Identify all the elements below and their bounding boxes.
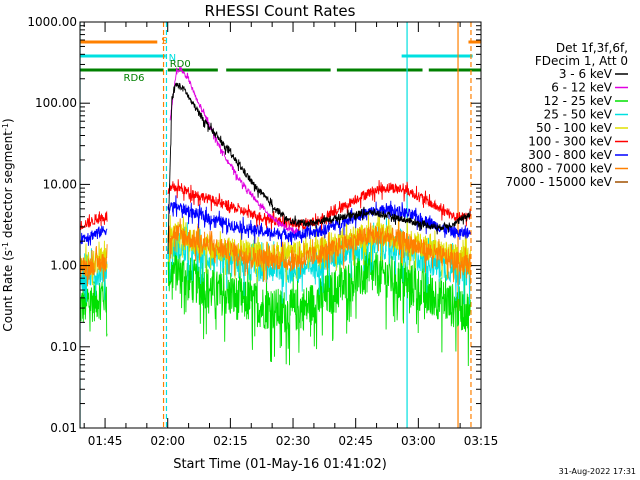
legend-label: 100 - 300 keV: [528, 135, 612, 149]
legend-label: 7000 - 15000 keV: [505, 175, 612, 189]
state-label-rd6: RD6: [124, 73, 145, 84]
state-label-s: S: [161, 36, 167, 47]
x-axis-label: Start Time (01-May-16 01:41:02): [173, 457, 387, 472]
x-tick-label: 02:15: [213, 434, 248, 448]
x-tick-label: 03:00: [401, 434, 436, 448]
legend-label: 300 - 800 keV: [528, 148, 612, 162]
x-axis: 01:45 02:00 02:15 02:30 02:45 03:00 03:15: [83, 22, 499, 448]
y-axis-label-exponent: -1: [1, 242, 10, 250]
y-axis-label-part: ): [1, 118, 15, 123]
y-tick-label: 0.01: [50, 421, 77, 435]
x-tick-label: 01:45: [88, 434, 123, 448]
x-tick-label: 02:45: [338, 434, 373, 448]
legend-header-line-1: Det 1f,3f,6f,: [556, 41, 628, 55]
x-tick-label: 02:30: [276, 434, 311, 448]
y-axis: 0.01 0.10 1.00 10.00 100.00 1000.00: [27, 15, 481, 435]
y-axis-label-part: Count Rate (s: [1, 250, 15, 332]
series-line: [80, 218, 471, 287]
legend-label: 800 - 7000 keV: [521, 162, 613, 176]
legend-label: 3 - 6 keV: [559, 67, 613, 81]
legend: Det 1f,3f,6f, FDecim 1, Att 0 3 - 6 keV6…: [505, 41, 628, 189]
series-line: [80, 195, 471, 247]
x-tick-label: 03:15: [464, 434, 499, 448]
legend-label: 12 - 25 keV: [544, 94, 613, 108]
y-tick-label: 1.00: [50, 259, 77, 273]
legend-label: 6 - 12 keV: [551, 81, 613, 95]
y-tick-label: 10.00: [43, 177, 77, 191]
y-tick-label: 1000.00: [27, 15, 77, 29]
timestamp: 31-Aug-2022 17:31: [559, 467, 636, 476]
y-tick-label: 0.10: [50, 340, 77, 354]
legend-header-line-2: FDecim 1, Att 0: [535, 54, 628, 68]
vertical-marker-layer: [80, 22, 472, 428]
series-layer: [80, 65, 471, 367]
y-tick-label: 100.00: [35, 96, 77, 110]
legend-label: 50 - 100 keV: [536, 121, 613, 135]
state-label-rd0: RD0: [170, 59, 191, 70]
chart-title: RHESSI Count Rates: [205, 2, 356, 20]
series-line: [169, 65, 298, 235]
y-axis-label-exponent: -1: [1, 123, 10, 131]
x-tick-label: 02:00: [150, 434, 185, 448]
y-axis-label-part: detector segment: [1, 131, 15, 242]
y-axis-label: Count Rate (s-1 detector segment-1): [1, 118, 15, 331]
legend-label: 25 - 50 keV: [544, 108, 613, 122]
series-line: [167, 82, 471, 255]
plot-frame: [79, 21, 482, 429]
state-label-n: N: [169, 53, 176, 64]
series-line: [80, 228, 471, 367]
